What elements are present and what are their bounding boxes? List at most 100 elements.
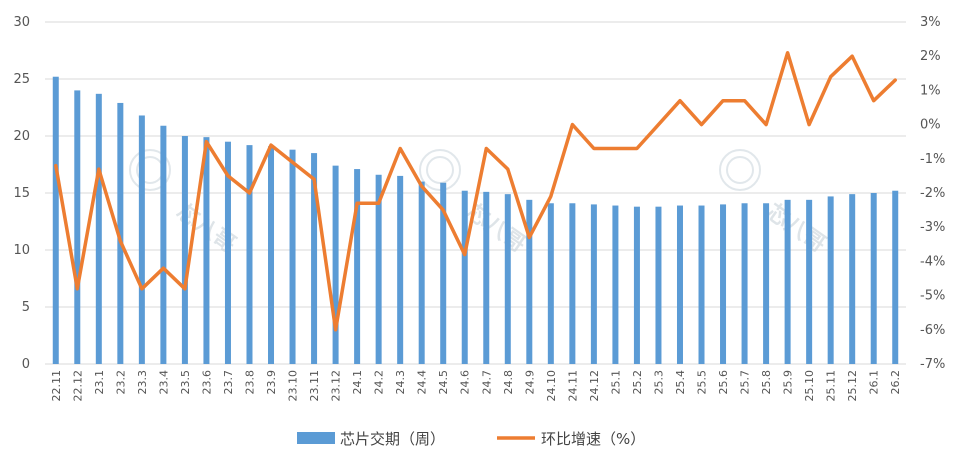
x-tick-label: 25.6 — [717, 370, 730, 395]
bar — [806, 199, 813, 364]
x-tick-label: 24.5 — [437, 370, 450, 395]
x-tick-label: 23.6 — [200, 370, 213, 395]
right-tick-label: 2% — [920, 49, 941, 64]
bar — [138, 115, 145, 364]
bar — [375, 174, 382, 364]
bar — [397, 175, 404, 364]
x-tick-label: 25.12 — [846, 370, 859, 402]
x-tick-label: 24.3 — [394, 370, 407, 395]
bar — [655, 206, 662, 364]
left-tick-label: 15 — [13, 186, 30, 201]
bar — [52, 76, 59, 364]
left-tick-label: 20 — [13, 129, 30, 144]
bar — [741, 203, 748, 364]
bar — [461, 190, 468, 364]
x-tick-label: 25.1 — [609, 370, 622, 395]
bar-series — [52, 76, 899, 365]
x-tick-label: 25.5 — [696, 370, 709, 395]
left-tick-label: 10 — [13, 243, 30, 258]
bar — [117, 102, 124, 364]
bar — [784, 199, 791, 364]
right-tick-label: 1% — [920, 83, 941, 98]
x-tick-label: 25.8 — [760, 370, 773, 395]
watermark-logo: 芯八哥 — [719, 149, 830, 258]
line-series — [54, 51, 897, 332]
left-tick-label: 5 — [22, 300, 30, 315]
bar — [590, 204, 597, 364]
x-tick-label: 23.9 — [265, 370, 278, 395]
bar — [268, 146, 275, 364]
x-tick-label: 22.12 — [71, 370, 84, 402]
x-tick-label: 26.1 — [868, 370, 881, 395]
left-axis-ticks: 0 5 10 15 20 25 30 — [13, 15, 30, 372]
legend-line-label: 环比增速（%） — [541, 430, 645, 448]
bar — [181, 136, 188, 364]
bar — [720, 204, 727, 364]
x-tick-label: 25.11 — [825, 370, 838, 402]
x-tick-label: 24.1 — [351, 370, 364, 395]
bar — [892, 190, 899, 364]
x-tick-label: 23.11 — [308, 370, 321, 402]
right-tick-label: -7% — [920, 357, 945, 372]
right-tick-label: -3% — [920, 220, 945, 235]
bar — [569, 203, 576, 364]
watermark-text: 芯八哥 — [762, 199, 830, 257]
bar — [526, 199, 533, 364]
x-tick-label: 25.3 — [652, 370, 665, 395]
x-tick-label: 24.10 — [545, 370, 558, 402]
bar — [870, 193, 877, 364]
x-tick-label: 23.12 — [330, 370, 343, 402]
x-tick-label: 24.2 — [373, 370, 386, 395]
bar — [849, 194, 856, 364]
x-tick-label: 24.11 — [566, 370, 579, 402]
x-tick-label: 24.12 — [588, 370, 601, 402]
x-tick-label: 24.6 — [459, 370, 472, 395]
bar — [289, 149, 296, 364]
bar — [504, 194, 511, 364]
bar — [160, 125, 167, 365]
gridlines — [45, 21, 906, 365]
bar — [547, 203, 554, 364]
x-tick-label: 23.4 — [157, 370, 170, 395]
x-tick-label: 24.4 — [416, 370, 429, 395]
bar — [203, 137, 210, 364]
x-tick-label: 23.8 — [243, 370, 256, 395]
bar — [633, 206, 640, 364]
bar — [440, 182, 447, 364]
x-tick-label: 25.9 — [782, 370, 795, 395]
x-tick-label: 23.5 — [179, 370, 192, 395]
x-tick-label: 23.10 — [287, 370, 300, 402]
bar — [246, 145, 253, 364]
right-tick-label: 0% — [920, 118, 941, 133]
bar — [676, 205, 683, 364]
x-tick-label: 23.2 — [114, 370, 127, 395]
bar — [698, 205, 705, 364]
x-tick-label: 25.2 — [631, 370, 644, 395]
left-tick-label: 30 — [13, 15, 30, 30]
x-tick-label: 25.10 — [803, 370, 816, 402]
legend-bar-swatch — [297, 432, 335, 444]
legend-bar-label: 芯片交期（周） — [340, 430, 445, 448]
bar — [95, 93, 102, 364]
bar — [483, 191, 490, 364]
x-tick-label: 24.7 — [480, 370, 493, 395]
right-tick-label: -6% — [920, 323, 945, 338]
right-tick-label: -2% — [920, 186, 945, 201]
bar — [224, 141, 231, 364]
right-tick-label: -1% — [920, 152, 945, 167]
x-tick-label: 23.3 — [136, 370, 149, 395]
right-tick-label: -4% — [920, 254, 945, 269]
bar — [311, 153, 318, 364]
x-tick-label: 25.7 — [739, 370, 752, 395]
x-tick-label: 26.2 — [889, 370, 902, 395]
bar — [74, 90, 81, 365]
right-tick-label: 3% — [920, 15, 941, 30]
bar — [612, 205, 619, 364]
x-tick-label: 24.8 — [502, 370, 515, 395]
left-tick-label: 0 — [22, 357, 30, 372]
bar — [332, 165, 339, 364]
x-tick-label: 23.7 — [222, 370, 235, 395]
x-axis-ticks: 22.11 22.12 23.1 23.2 23.3 23.4 23.5 23.6 23.7 23… — [50, 370, 902, 402]
left-tick-label: 25 — [13, 72, 30, 87]
bar — [763, 203, 770, 364]
